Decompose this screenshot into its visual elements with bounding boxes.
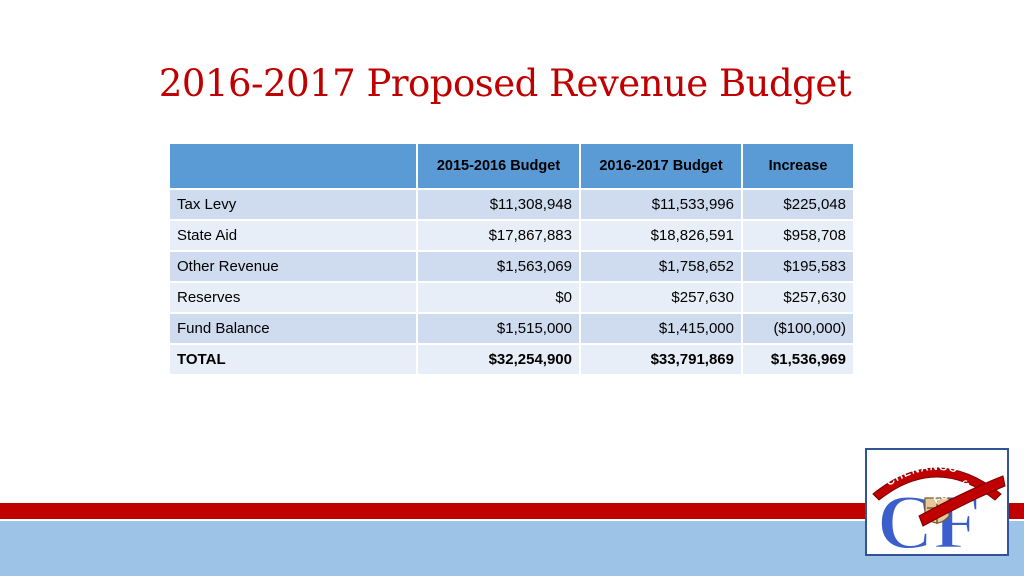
table-row: Reserves $0 $257,630 $257,630 [170,283,853,312]
cell-2016: $1,758,652 [581,252,741,281]
total-2015: $32,254,900 [418,345,579,374]
slide-title: 2016-2017 Proposed Revenue Budget [158,62,852,105]
row-label: Reserves [170,283,416,312]
total-2016: $33,791,869 [581,345,741,374]
cell-2015: $11,308,948 [418,190,579,219]
header-blank [170,144,416,188]
header-increase: Increase [743,144,853,188]
cell-2015: $1,563,069 [418,252,579,281]
footer-divider [0,519,1024,521]
cell-2015: $1,515,000 [418,314,579,343]
cell-2016: $18,826,591 [581,221,741,250]
row-label: Other Revenue [170,252,416,281]
cell-increase: $257,630 [743,283,853,312]
footer-red-band [0,503,1024,519]
table-total-row: TOTAL $32,254,900 $33,791,869 $1,536,969 [170,345,853,374]
cell-2016: $1,415,000 [581,314,741,343]
header-2016-budget: 2016-2017 Budget [581,144,741,188]
cell-increase: $195,583 [743,252,853,281]
row-label: Fund Balance [170,314,416,343]
table-row: State Aid $17,867,883 $18,826,591 $958,7… [170,221,853,250]
table-row: Tax Levy $11,308,948 $11,533,996 $225,04… [170,190,853,219]
footer-blue-band [0,521,1024,576]
cell-2015: $17,867,883 [418,221,579,250]
cell-increase: ($100,000) [743,314,853,343]
revenue-budget-table: 2015-2016 Budget 2016-2017 Budget Increa… [168,142,855,376]
header-2015-budget: 2015-2016 Budget [418,144,579,188]
cell-2016: $257,630 [581,283,741,312]
table-row: Other Revenue $1,563,069 $1,758,652 $195… [170,252,853,281]
school-logo: CHENANGO CF FORKS [865,448,1009,556]
table-header-row: 2015-2016 Budget 2016-2017 Budget Increa… [170,144,853,188]
cell-2016: $11,533,996 [581,190,741,219]
row-label: State Aid [170,221,416,250]
cell-increase: $225,048 [743,190,853,219]
total-label: TOTAL [170,345,416,374]
table-row: Fund Balance $1,515,000 $1,415,000 ($100… [170,314,853,343]
row-label: Tax Levy [170,190,416,219]
cell-increase: $958,708 [743,221,853,250]
total-increase: $1,536,969 [743,345,853,374]
cell-2015: $0 [418,283,579,312]
logo-graphic: CHENANGO CF FORKS [872,461,1006,554]
